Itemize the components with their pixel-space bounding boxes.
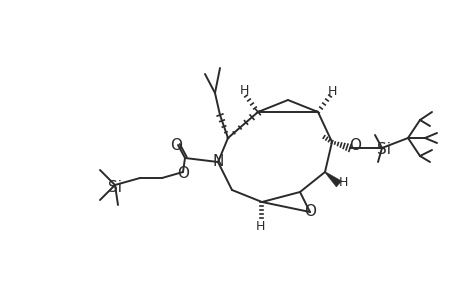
Text: O: O <box>170 137 182 152</box>
Text: H: H <box>239 83 248 97</box>
Text: Si: Si <box>376 142 390 158</box>
Text: O: O <box>348 139 360 154</box>
Text: O: O <box>303 205 315 220</box>
Text: H: H <box>337 176 347 188</box>
Text: N: N <box>212 154 223 169</box>
Text: Si: Si <box>108 179 122 194</box>
Text: H: H <box>327 85 336 98</box>
Text: O: O <box>177 167 189 182</box>
Polygon shape <box>324 172 341 187</box>
Text: H: H <box>255 220 264 233</box>
